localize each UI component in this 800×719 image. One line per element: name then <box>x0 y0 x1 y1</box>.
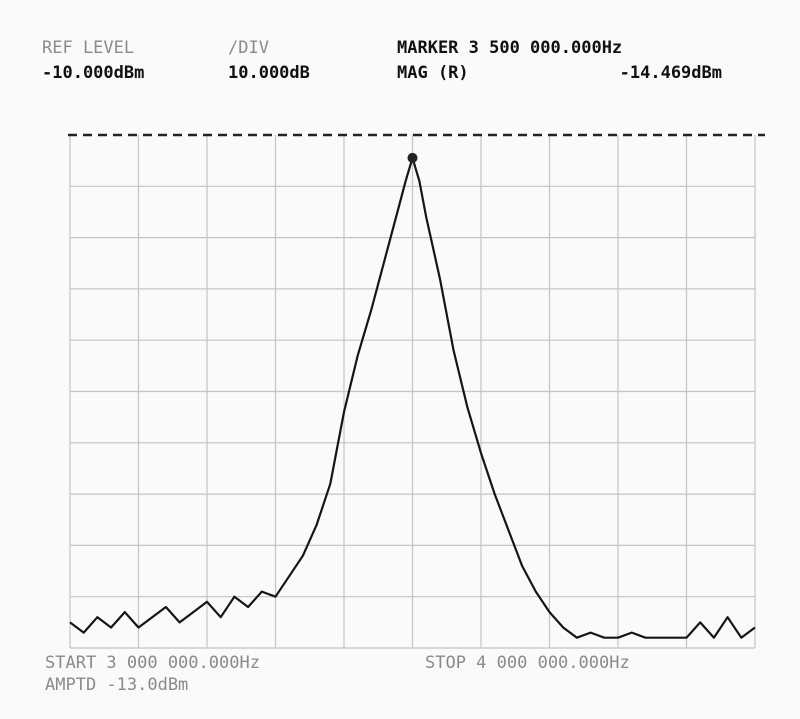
mag-label: MAG (R) <box>397 63 469 83</box>
ref-level: -10.000dBm <box>42 63 144 83</box>
ref-level-label: REF LEVEL <box>42 38 134 58</box>
mag-value: -14.469dBm <box>620 63 722 83</box>
div-value: 10.000dB <box>228 63 310 83</box>
stop-freq: STOP 4 000 000.000Hz <box>425 653 630 673</box>
div-label: /DIV <box>228 38 269 58</box>
amptd: AMPTD -13.0dBm <box>45 675 188 695</box>
marker-dot <box>407 152 418 163</box>
marker-label: MARKER 3 500 000.000Hz <box>397 38 622 58</box>
start-freq: START 3 000 000.000Hz <box>45 653 260 673</box>
